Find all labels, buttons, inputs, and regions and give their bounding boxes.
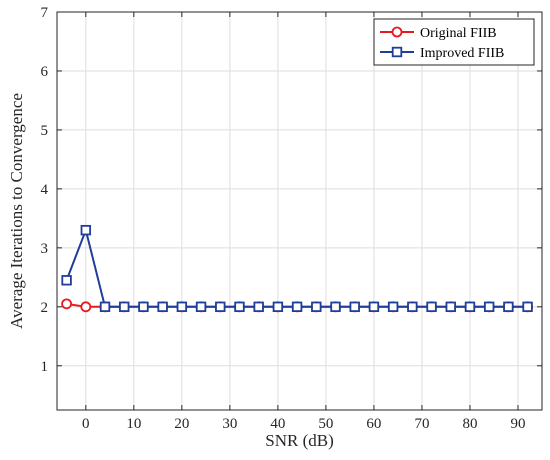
data-point	[407, 301, 418, 313]
data-point	[445, 301, 456, 313]
legend-label: Improved FIIB	[420, 46, 504, 61]
series-line	[65, 226, 528, 308]
x-tick-label: 90	[510, 416, 525, 432]
data-point	[61, 298, 73, 310]
data-point	[253, 301, 264, 313]
x-tick-label: 0	[82, 416, 90, 432]
data-point	[272, 301, 284, 313]
legend-marker	[391, 26, 403, 38]
legend-label: Original FIIB	[420, 26, 497, 41]
x-tick-label: 60	[366, 416, 381, 432]
y-tick-label: 6	[41, 64, 49, 80]
data-point	[464, 301, 476, 313]
data-point	[138, 301, 149, 313]
data-point	[195, 301, 207, 313]
y-tick-label: 5	[41, 123, 49, 139]
x-tick-label: 50	[318, 416, 333, 432]
data-point	[80, 301, 92, 313]
plot-frame	[56, 11, 543, 411]
data-point	[234, 301, 245, 313]
data-point	[291, 301, 303, 313]
data-point	[157, 301, 168, 313]
x-tick-label: 20	[174, 416, 189, 432]
x-tick-label: 30	[222, 416, 237, 432]
y-tick-label: 2	[41, 300, 49, 316]
data-point	[503, 301, 514, 313]
y-tick-label: 4	[41, 182, 49, 198]
data-point	[119, 301, 130, 313]
x-tick-label: 80	[462, 416, 477, 432]
data-point	[368, 301, 380, 313]
data-point	[99, 301, 111, 313]
y-tick-label: 1	[41, 359, 49, 375]
data-point	[61, 275, 72, 286]
y-tick-label: 3	[41, 241, 49, 257]
grid	[57, 11, 542, 410]
legend-marker	[391, 46, 403, 58]
data-point	[311, 301, 322, 313]
data-point	[330, 301, 341, 313]
data-point	[483, 301, 495, 313]
data-point	[80, 224, 92, 236]
data-point	[349, 301, 360, 313]
x-tick-label: 70	[414, 416, 429, 432]
ticks: 0 10 20 30 40 50 60 70 80 90 1 2 3 4 5 6 7	[41, 5, 542, 432]
series-2	[61, 224, 533, 313]
legend: Original FIIB Improved FIIB	[373, 18, 535, 66]
data-point	[215, 301, 226, 313]
data-point	[176, 301, 188, 313]
data-point	[387, 301, 399, 313]
legend-box	[373, 18, 535, 66]
series-layer	[61, 224, 533, 313]
y-tick-label: 7	[41, 5, 49, 21]
x-axis-label: SNR (dB)	[265, 431, 333, 450]
y-axis-label: Average Iterations to Convergence	[7, 93, 26, 329]
x-tick-label: 10	[126, 416, 141, 432]
x-tick-label: 40	[270, 416, 285, 432]
data-point	[522, 301, 533, 313]
data-point	[426, 301, 437, 313]
